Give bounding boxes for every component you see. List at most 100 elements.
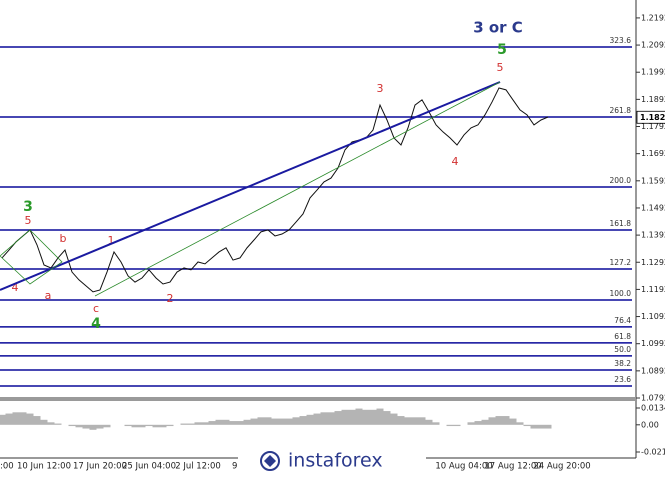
oscillator-bar [453,424,461,427]
oscillator-bar [509,418,517,425]
level-label: 323.6 [610,36,632,45]
oscillator-bar [306,414,314,425]
y-tick-label: 1.0992 [641,339,665,348]
oscillator-bar [0,414,6,425]
oscillator-bar [285,418,293,425]
logo-icon-core [264,455,276,467]
oscillator-bar [397,416,405,425]
x-tick-label: 17 Jun 20:00 [73,462,127,472]
level-label: 38.2 [614,359,631,368]
oscillator-bar [180,423,188,425]
oscillator-bar [103,424,111,428]
oscillator-bar [334,411,342,425]
oscillator-bar [33,416,41,425]
oscillator-bar [271,418,279,425]
oscillator-bar [537,424,545,429]
y2-tick-label: 0.00 [641,420,659,429]
plot: 1.2192 1.2092 1.1992 1.1892 1.1792 1.1692 1.15… [0,13,665,472]
oscillator-bar [96,424,104,429]
oscillator-bar [425,419,433,425]
oscillator-bar [250,418,258,425]
oscillator-bar [12,412,20,425]
level-label: 100.0 [610,289,632,298]
level-label: 50.0 [614,345,631,354]
oscillator-bar [82,424,90,429]
wave-label: 4 [12,281,19,294]
x-tick-label: 10 Aug 04:00 [435,462,492,472]
oscillator-bar [411,417,419,425]
y-tick-label: 1.1192 [641,285,665,294]
oscillator-bar [502,416,510,425]
oscillator-bar [488,417,496,425]
oscillator-bar [5,413,13,425]
oscillator-bar [320,412,328,425]
y-tick-label: 1.1792 [641,122,665,131]
oscillator-bar [355,408,363,425]
oscillator-bar [432,422,440,425]
oscillator-bar [152,424,160,428]
oscillator-bar [89,424,97,430]
wave-label: 3 [23,199,33,215]
oscillator-bar [313,413,321,425]
oscillator-bar [446,424,454,427]
oscillator-bar [68,424,76,427]
oscillator-bar [264,417,272,425]
wave-label: 4 [452,155,459,168]
level-label: 161.8 [610,219,632,228]
oscillator-bar [145,424,153,427]
level-label: 261.8 [610,106,632,115]
oscillator-bar [341,409,349,425]
oscillator-bar [75,424,83,428]
x-tick-label: 17 Aug 12:00 [484,462,541,472]
oscillator-bar [229,421,237,425]
oscillator-bar [467,422,475,425]
y-tick-label: 1.1692 [641,149,665,158]
y-tick-label: 1.0792 [641,394,665,403]
level-label: 200.0 [610,176,632,185]
wave-label: 4 [91,316,101,332]
wave-label: 3 [377,82,384,95]
oscillator-bar [19,412,27,425]
y-tick-label: 1.0892 [641,366,665,375]
panel-separator [0,397,636,401]
wave-label: 3 or C [473,19,523,37]
oscillator-bar [222,419,230,425]
trend-line [0,81,501,291]
level-label: 23.6 [614,375,631,384]
oscillator-bar [516,422,524,425]
y-tick-label: 1.1992 [641,68,665,77]
last-price: 1.1826 [640,113,665,122]
y-tick-label: 1.1092 [641,312,665,321]
oscillator-bar [131,424,139,428]
oscillator-bar [292,417,300,425]
oscillator-bar [362,409,370,425]
oscillator-bar [215,419,223,425]
last-price-box [636,110,665,124]
oscillator-bar [124,424,132,427]
wave-label: b [60,232,67,245]
oscillator-bar [278,418,286,425]
oscillator-bar [383,411,391,425]
oscillator-bar [54,423,62,425]
y-tick-label: 1.1892 [641,95,665,104]
wave-label: a [45,289,52,302]
oscillator-bar [159,424,167,428]
y-tick-label: 1.1392 [641,231,665,240]
y-tick-label: 1.1592 [641,176,665,185]
wave-label: 5 [497,42,507,58]
y-tick-label: 1.2192 [641,13,665,22]
oscillator-bar [369,409,377,425]
oscillator-bar [194,422,202,425]
oscillator-bar [40,419,48,425]
oscillator-bar [404,417,412,425]
y-tick-label: 1.1292 [641,258,665,267]
y-tick-label: 1.2092 [641,41,665,50]
y2-tick-label: -0.02177 [641,448,665,457]
x-tick-label: :00 [0,462,14,472]
wave-label: c [93,302,99,315]
watermark: instaforex [288,450,383,472]
level-label: 127.2 [610,258,632,267]
y2-tick-label: 0.01345 [641,404,665,413]
oscillator-bar [523,424,531,427]
